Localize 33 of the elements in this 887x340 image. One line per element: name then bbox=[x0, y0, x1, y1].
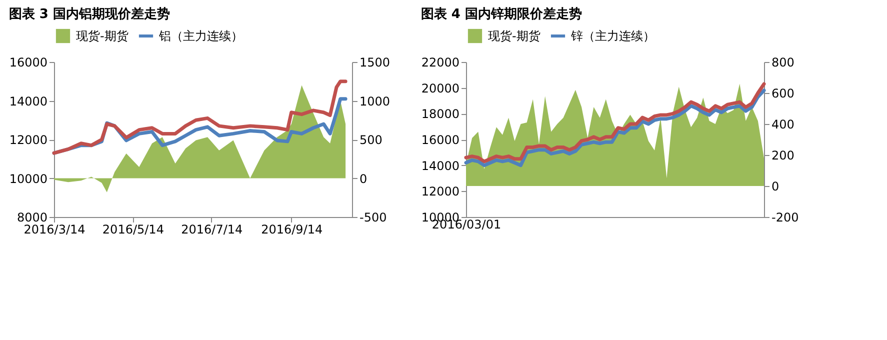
y2-tick-label: 1000 bbox=[360, 94, 390, 108]
y-tick-label: 18000 bbox=[421, 107, 460, 122]
chart-title: 图表 3 国内铝期现价差走势 bbox=[8, 6, 170, 22]
y2-tick-label: -500 bbox=[360, 210, 387, 224]
y2-tick-label: 400 bbox=[772, 118, 794, 132]
y-tick-label: 10000 bbox=[9, 172, 48, 186]
y2-tick-label: 800 bbox=[772, 56, 794, 70]
x-tick-label: 2016/9/14 bbox=[261, 222, 323, 236]
y2-tick-label: 200 bbox=[772, 148, 794, 162]
line-series bbox=[52, 80, 348, 155]
x-tick-label: 2016/7/14 bbox=[181, 222, 243, 236]
legend-label: 铝（主力连续） bbox=[158, 29, 243, 43]
y-tick-label: 8000 bbox=[16, 210, 48, 224]
x-tick-label: 2016/3/14 bbox=[24, 222, 86, 236]
y-tick-label: 12000 bbox=[421, 184, 460, 199]
legend-label: 现货-期货 bbox=[76, 29, 128, 43]
y-tick-label: 20000 bbox=[421, 81, 460, 96]
chart-title: 图表 4 国内锌期限价差走势 bbox=[420, 6, 582, 22]
y2-tick-label: 600 bbox=[772, 86, 794, 100]
y2-tick-label: 0 bbox=[360, 172, 368, 186]
y-tick-label: 16000 bbox=[9, 56, 48, 70]
legend-label: 锌（主力连续） bbox=[570, 29, 655, 43]
y2-tick-label: 0 bbox=[772, 180, 780, 194]
y2-tick-label: 500 bbox=[360, 133, 382, 147]
y2-tick-label: 1500 bbox=[360, 56, 390, 70]
y-tick-label: 22000 bbox=[421, 56, 460, 70]
y2-tick-label: -200 bbox=[772, 210, 799, 224]
legend-label: 现货-期货 bbox=[488, 29, 540, 43]
y-tick-label: 16000 bbox=[421, 133, 460, 147]
y-tick-label: 14000 bbox=[9, 94, 48, 108]
y-tick-label: 14000 bbox=[421, 158, 460, 173]
x-tick-label: 2016/5/14 bbox=[102, 222, 164, 236]
y-tick-label: 12000 bbox=[9, 133, 48, 147]
